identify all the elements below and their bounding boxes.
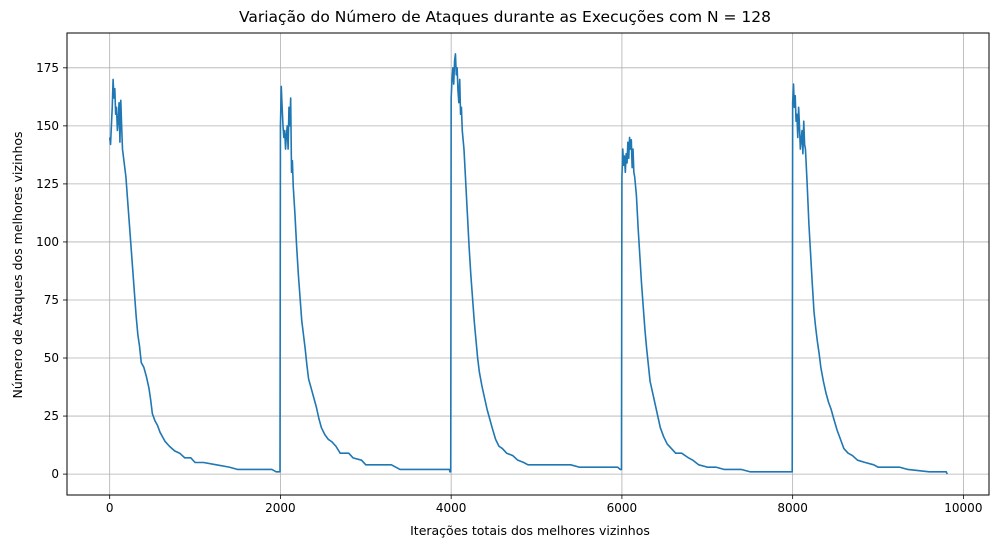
y-tick-label: 150 bbox=[36, 119, 59, 133]
y-tick-label: 125 bbox=[36, 177, 59, 191]
y-axis-label: Número de Ataques dos melhores vizinhos bbox=[10, 131, 25, 398]
x-axis-ticks: 0 2000 4000 6000 8000 10000 bbox=[106, 495, 982, 515]
y-tick-label: 175 bbox=[36, 61, 59, 75]
y-tick-label: 50 bbox=[44, 351, 59, 365]
x-axis-label: Iterações totais dos melhores vizinhos bbox=[410, 523, 650, 538]
x-tick-label: 2000 bbox=[265, 501, 296, 515]
series-layer bbox=[108, 53, 948, 475]
x-tick-label: 10000 bbox=[944, 501, 982, 515]
grid-lines bbox=[67, 33, 989, 495]
x-tick-label: 0 bbox=[106, 501, 114, 515]
plot-area-frame bbox=[66, 32, 990, 496]
chart-title: Variação do Número de Ataques durante as… bbox=[239, 8, 771, 26]
y-tick-label: 100 bbox=[36, 235, 59, 249]
y-tick-label: 75 bbox=[44, 293, 59, 307]
y-tick-label: 25 bbox=[44, 409, 59, 423]
y-axis-ticks: 0 25 50 75 100 125 150 175 bbox=[36, 61, 67, 481]
x-tick-label: 4000 bbox=[436, 501, 467, 515]
y-tick-label: 0 bbox=[51, 467, 59, 481]
series-line bbox=[108, 53, 948, 475]
x-tick-label: 8000 bbox=[777, 501, 808, 515]
x-tick-label: 6000 bbox=[607, 501, 638, 515]
